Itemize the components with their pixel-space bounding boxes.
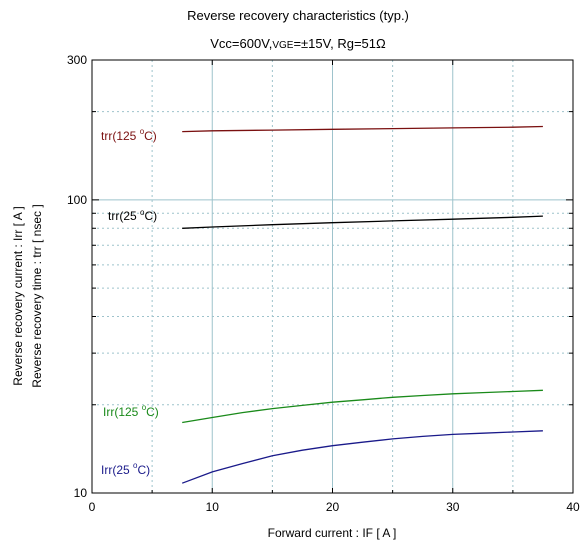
- x-tick-label-10: 10: [206, 500, 220, 514]
- chart-subtitle: Vcc=600V,VGE=±15V, Rg=51Ω: [210, 36, 386, 51]
- label-irr-125-end: C): [146, 405, 159, 419]
- series-lines: [181, 125, 543, 484]
- label-trr-25: trr(25 oC): [108, 208, 157, 223]
- chart-title: Reverse recovery characteristics (typ.): [187, 8, 409, 23]
- y-tick-label-100: 100: [67, 193, 87, 207]
- label-irr-25: Irr(25 oC): [101, 461, 150, 477]
- x-tick-label-20: 20: [326, 500, 340, 514]
- y-tick-label-300: 300: [67, 53, 87, 67]
- series-irr-25-line: [181, 430, 543, 484]
- label-trr-25-end: C): [144, 209, 157, 223]
- y-axis-label-irr: Reverse recovery current : Irr [ A ]: [11, 206, 25, 385]
- series-trr-125-line: [182, 125, 543, 133]
- label-irr-125-sup: o: [142, 403, 147, 412]
- x-tick-label-0: 0: [89, 500, 96, 514]
- x-tick-label-30: 30: [446, 500, 460, 514]
- label-trr-125: trr(125 oC): [101, 127, 157, 143]
- label-irr-125: Irr(125 oC): [103, 403, 159, 419]
- label-irr-25-end: C): [137, 463, 150, 477]
- label-trr-125-main: trr(125: [101, 129, 140, 143]
- label-trr-25-main: trr(25: [108, 209, 140, 223]
- subtitle-post: =±15V, Rg=51Ω: [293, 36, 386, 51]
- series-trr-25-line: [182, 215, 543, 229]
- x-axis-ticks: 0 10 20 30 40: [89, 60, 580, 514]
- subtitle-pre: Vcc=600V,: [210, 36, 272, 51]
- label-trr-25-sup: o: [140, 208, 145, 217]
- y-tick-label-10: 10: [74, 486, 88, 500]
- y-axis-label-trr: Reverse recovery time : trr [ nsec ]: [30, 204, 44, 387]
- series-irr-125-line: [182, 389, 543, 424]
- label-trr-125-end: C): [144, 129, 157, 143]
- x-axis-label: Forward current : IF [ A ]: [268, 526, 397, 540]
- grid: [92, 60, 573, 493]
- label-trr-125-sup: o: [140, 127, 145, 136]
- label-irr-25-main: Irr(25: [101, 463, 133, 477]
- x-tick-label-40: 40: [566, 500, 580, 514]
- y-axis-ticks: 10 100 300: [67, 53, 573, 500]
- label-irr-125-main: Irr(125: [103, 405, 142, 419]
- subtitle-vge: VGE: [272, 40, 293, 51]
- label-irr-25-sup: o: [133, 461, 138, 470]
